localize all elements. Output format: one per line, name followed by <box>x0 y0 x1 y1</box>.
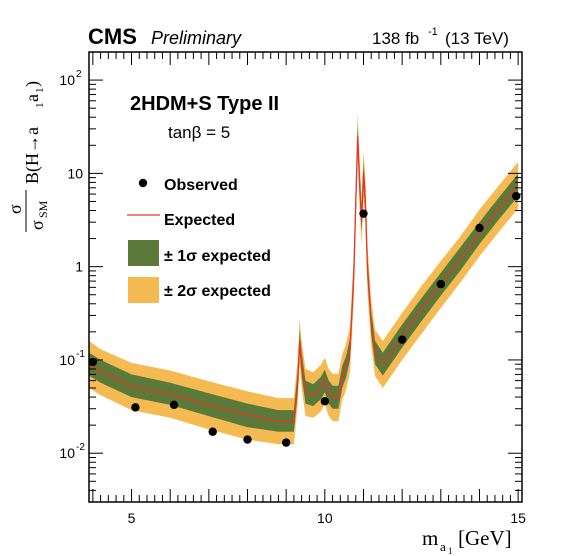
legend-observed-label: Observed <box>164 177 238 194</box>
observed-point <box>436 279 446 289</box>
y-axis-title: σ σ SM B(H→a 1 a 1 ) <box>5 81 50 232</box>
observed-point <box>89 357 98 367</box>
y-title-sm: SM <box>36 200 50 218</box>
y-title-sigma-sm: σ <box>27 220 47 230</box>
lumi-label: 138 fb -1 (13 TeV) <box>372 26 509 48</box>
plot-frame <box>88 51 523 503</box>
observed-point <box>131 403 140 412</box>
lumi-exponent: -1 <box>428 26 438 38</box>
observed-point <box>512 191 521 201</box>
expected-line <box>89 136 519 422</box>
x-tick-label: 10 <box>317 510 333 526</box>
observed-point <box>475 223 484 233</box>
model-label: 2HDM+S Type II <box>130 93 279 115</box>
legend-two-sigma-swatch <box>128 277 159 303</box>
y-title-sigma: σ <box>5 204 25 214</box>
y-tick-exponent: -1 <box>76 349 85 360</box>
legend-one-sigma-swatch <box>128 240 159 266</box>
x-tick-label: 5 <box>128 510 136 526</box>
observed-point <box>359 209 368 218</box>
y-tick-label: 1 <box>75 259 83 275</box>
observed-point <box>281 438 291 447</box>
legend-expected-label: Expected <box>164 212 235 229</box>
y-tick-exponent: 2 <box>76 69 82 80</box>
one-sigma-band <box>89 125 519 432</box>
observed-point <box>320 397 330 406</box>
parameter-label: tanβ = 5 <box>168 123 230 142</box>
legend-observed-marker <box>138 178 148 188</box>
y-title-branching: B(H→a <box>22 127 43 184</box>
observed-point <box>169 400 179 410</box>
y-title-a: a <box>22 94 42 102</box>
observed-point <box>208 427 217 436</box>
energy-label: (13 TeV) <box>445 29 509 48</box>
plot-area <box>89 113 521 447</box>
y-tick-exponent: -2 <box>76 442 85 453</box>
legend-two-sigma-label: ± 2σ expected <box>164 283 271 300</box>
x-tick-label: 15 <box>510 510 526 526</box>
y-tick-label: 10 <box>59 445 75 461</box>
x-axis-title: m a 1 [GeV] <box>422 526 512 556</box>
y-title-sub1: 1 <box>34 103 46 109</box>
y-tick-label: 10 <box>59 72 75 88</box>
x-title-m: m <box>422 526 438 550</box>
observed-point <box>243 435 252 444</box>
x-title-unit: [GeV] <box>458 526 512 550</box>
y-tick-label: 10 <box>67 165 83 181</box>
x-title-sub: a <box>440 539 446 554</box>
y-tick-label: 10 <box>59 352 75 368</box>
observed-point <box>397 335 407 344</box>
lumi-value: 138 fb <box>372 29 419 48</box>
legend: Observed Expected ± 1σ expected ± 2σ exp… <box>127 177 271 303</box>
observed-points <box>89 191 521 447</box>
status-label: Preliminary <box>151 28 242 48</box>
y-title-close: ) <box>22 81 43 87</box>
legend-one-sigma-label: ± 1σ expected <box>164 248 271 265</box>
x-title-subsub: 1 <box>448 546 453 556</box>
y-title-sub2: 1 <box>34 88 46 94</box>
experiment-label: CMS <box>88 24 137 49</box>
